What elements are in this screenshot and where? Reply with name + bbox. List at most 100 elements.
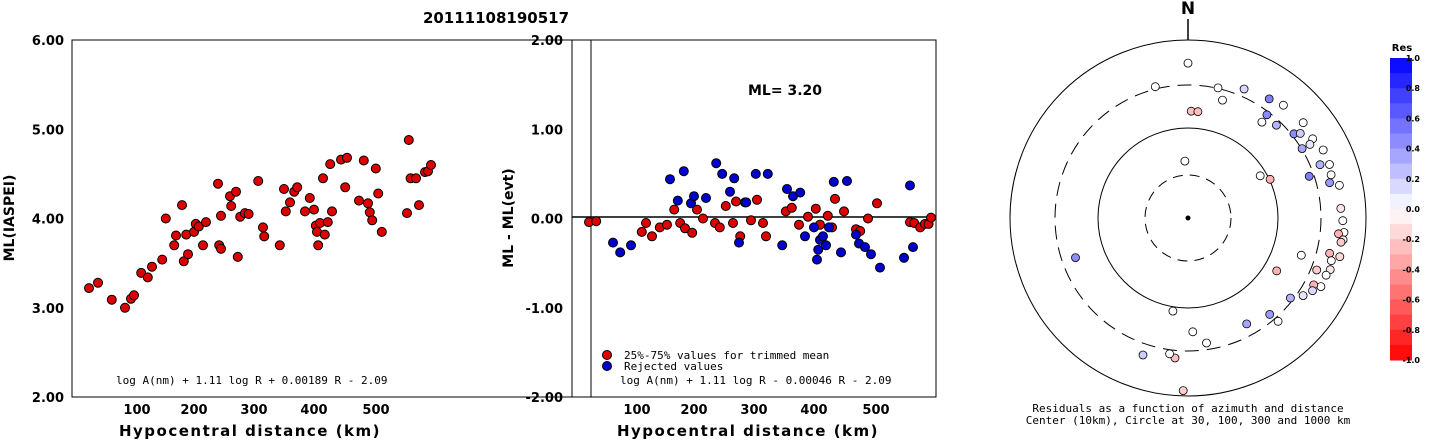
data-point bbox=[591, 216, 602, 227]
data-point bbox=[752, 194, 762, 205]
x-tick-label: 300 bbox=[740, 403, 767, 418]
data-point bbox=[761, 231, 771, 242]
colorbar-label: 0.2 bbox=[1406, 175, 1420, 184]
data-point bbox=[367, 215, 378, 226]
formula-text: log A(nm) + 1.11 log R - 0.00046 R - 2.0… bbox=[620, 374, 892, 387]
colorbar-label: -0.2 bbox=[1403, 235, 1421, 244]
ml-vs-distance-panel: 2.00 3.00 4.00 5.00 6.00 100 200 300 400 500 ML(… bbox=[2, 34, 592, 440]
data-point bbox=[193, 221, 204, 232]
data-point bbox=[259, 231, 270, 242]
y-tick-label: 5.00 bbox=[32, 123, 64, 138]
map-point bbox=[1202, 338, 1211, 348]
colorbar-cell bbox=[1390, 314, 1412, 331]
data-point bbox=[120, 302, 130, 313]
residual-vs-distance-panel: -2.00 -1.00 0.00 1.00 2.00 100 200 300 400 500 M… bbox=[501, 34, 937, 440]
colorbar-cell bbox=[1390, 254, 1412, 270]
data-point bbox=[402, 208, 412, 219]
data-point bbox=[376, 226, 387, 237]
x-tick-labels: 100 200 300 400 500 bbox=[623, 403, 889, 418]
colorbar-cell bbox=[1390, 344, 1412, 361]
colorbar-cell bbox=[1390, 284, 1412, 301]
data-point bbox=[728, 218, 738, 228]
map-point bbox=[1334, 229, 1343, 239]
data-point bbox=[786, 202, 797, 213]
data-point bbox=[746, 215, 756, 226]
ring-300km bbox=[1054, 84, 1322, 352]
data-point bbox=[842, 176, 852, 186]
data-point bbox=[285, 197, 295, 208]
y-tick-label: 1.00 bbox=[531, 123, 563, 138]
data-point bbox=[812, 254, 822, 265]
y-tick-label: 2.00 bbox=[531, 34, 563, 49]
colorbar-cell bbox=[1390, 224, 1412, 240]
data-point bbox=[318, 173, 328, 184]
map-point bbox=[1150, 82, 1160, 92]
data-point bbox=[411, 173, 421, 184]
data-point bbox=[213, 178, 223, 189]
data-point bbox=[216, 243, 226, 254]
data-point bbox=[608, 237, 618, 248]
colorbar-label: -0.6 bbox=[1403, 296, 1421, 305]
data-point bbox=[147, 261, 157, 272]
map-point bbox=[1239, 84, 1249, 94]
y-tick-label: 0.00 bbox=[531, 213, 563, 228]
map-point bbox=[1325, 178, 1334, 188]
data-point bbox=[342, 152, 352, 163]
colorbar-cell bbox=[1390, 133, 1412, 150]
map-point bbox=[1312, 265, 1322, 275]
map-point bbox=[1336, 237, 1346, 247]
ring-100km bbox=[1097, 127, 1279, 309]
data-point bbox=[363, 198, 373, 209]
y-tick-label: -2.00 bbox=[526, 391, 563, 406]
y-tick-label: 2.00 bbox=[32, 391, 64, 406]
map-point bbox=[1297, 144, 1307, 154]
residual-azimuth-map-panel: N Residuals as a function of azimuth and… bbox=[1009, 0, 1367, 427]
colorbar-cell bbox=[1390, 118, 1412, 134]
data-point bbox=[636, 226, 647, 237]
data-point bbox=[863, 213, 873, 224]
map-point bbox=[1273, 316, 1283, 326]
data-point bbox=[183, 249, 193, 260]
data-points bbox=[84, 135, 436, 313]
map-point bbox=[1138, 350, 1148, 360]
data-point bbox=[750, 168, 761, 179]
data-point bbox=[731, 196, 741, 207]
colorbar-labels: 1.0 0.8 0.6 0.4 0.2 0.0 -0.2 -0.4 -0.6 -0.8 -1.0 bbox=[1403, 54, 1421, 365]
data-point bbox=[160, 213, 171, 224]
x-tick-label: 200 bbox=[680, 403, 707, 418]
map-point bbox=[1298, 118, 1308, 128]
map-point bbox=[1316, 282, 1326, 292]
ring-30km bbox=[1144, 174, 1232, 262]
colorbar-label: -0.8 bbox=[1403, 326, 1421, 335]
map-point bbox=[1321, 270, 1331, 280]
data-point bbox=[93, 277, 103, 288]
data-point bbox=[851, 229, 861, 240]
colorbar-cell bbox=[1390, 329, 1412, 346]
x-tick-label: 300 bbox=[240, 403, 267, 418]
data-point bbox=[687, 227, 698, 238]
map-point bbox=[1183, 58, 1193, 68]
map-point bbox=[1335, 252, 1345, 262]
data-point bbox=[201, 217, 211, 228]
data-point bbox=[169, 240, 180, 251]
data-point bbox=[689, 191, 699, 202]
data-point bbox=[777, 240, 788, 251]
map-point bbox=[1193, 107, 1203, 117]
data-point bbox=[813, 244, 824, 255]
formula-text: log A(nm) + 1.11 log R + 0.00189 R - 2.0… bbox=[116, 374, 388, 387]
data-point bbox=[680, 223, 690, 234]
colorbar-cell bbox=[1390, 88, 1412, 104]
plot-frame bbox=[571, 39, 937, 398]
colorbar-label: 0.6 bbox=[1406, 114, 1421, 123]
page-title: 20111108190517 bbox=[423, 9, 569, 27]
y-axis-label: ML(IASPEI) bbox=[2, 175, 18, 262]
caption-line-1: Residuals as a function of azimuth and d… bbox=[1032, 402, 1343, 415]
map-point bbox=[1168, 306, 1178, 316]
colorbar-label: 0.4 bbox=[1406, 145, 1421, 154]
data-point bbox=[899, 252, 909, 263]
x-tick-label: 400 bbox=[300, 403, 327, 418]
data-point bbox=[830, 193, 840, 204]
data-point bbox=[292, 182, 303, 193]
data-point bbox=[319, 229, 330, 240]
data-point bbox=[758, 218, 768, 228]
